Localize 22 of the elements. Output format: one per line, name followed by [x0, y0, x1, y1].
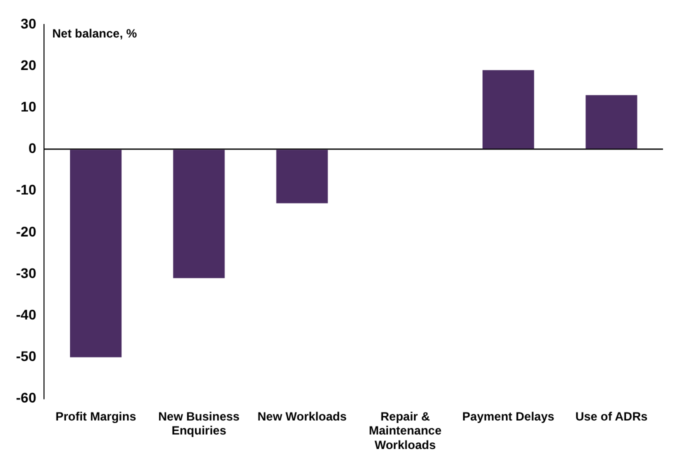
y-tick-label: 10 — [20, 98, 36, 114]
bar — [586, 95, 638, 149]
bar — [173, 150, 225, 278]
x-tick-label: New Business Enquiries — [158, 409, 240, 438]
y-tick-label: 20 — [20, 56, 36, 73]
y-tick-label: -30 — [16, 264, 36, 281]
y-tick-label: -20 — [16, 223, 36, 240]
y-axis-title: Net balance, % — [52, 26, 138, 41]
y-tick-label: 30 — [20, 15, 36, 32]
x-tick-label: New Workloads — [257, 409, 347, 424]
y-tick-label: -50 — [16, 348, 36, 364]
x-tick-label: Payment Delays — [462, 409, 555, 424]
y-tick-label: -40 — [16, 306, 36, 322]
bar — [482, 70, 534, 149]
x-tick-label: Repair & Maintenance Workloads — [368, 409, 442, 452]
x-tick-label: Profit Margins — [55, 409, 136, 424]
bar — [70, 150, 122, 358]
y-tick-label: -10 — [16, 182, 36, 198]
bar — [276, 150, 328, 204]
y-tick-label: 0 — [28, 140, 36, 156]
x-tick-label: Use of ADRs — [575, 409, 648, 424]
y-tick-label: -60 — [16, 390, 36, 406]
